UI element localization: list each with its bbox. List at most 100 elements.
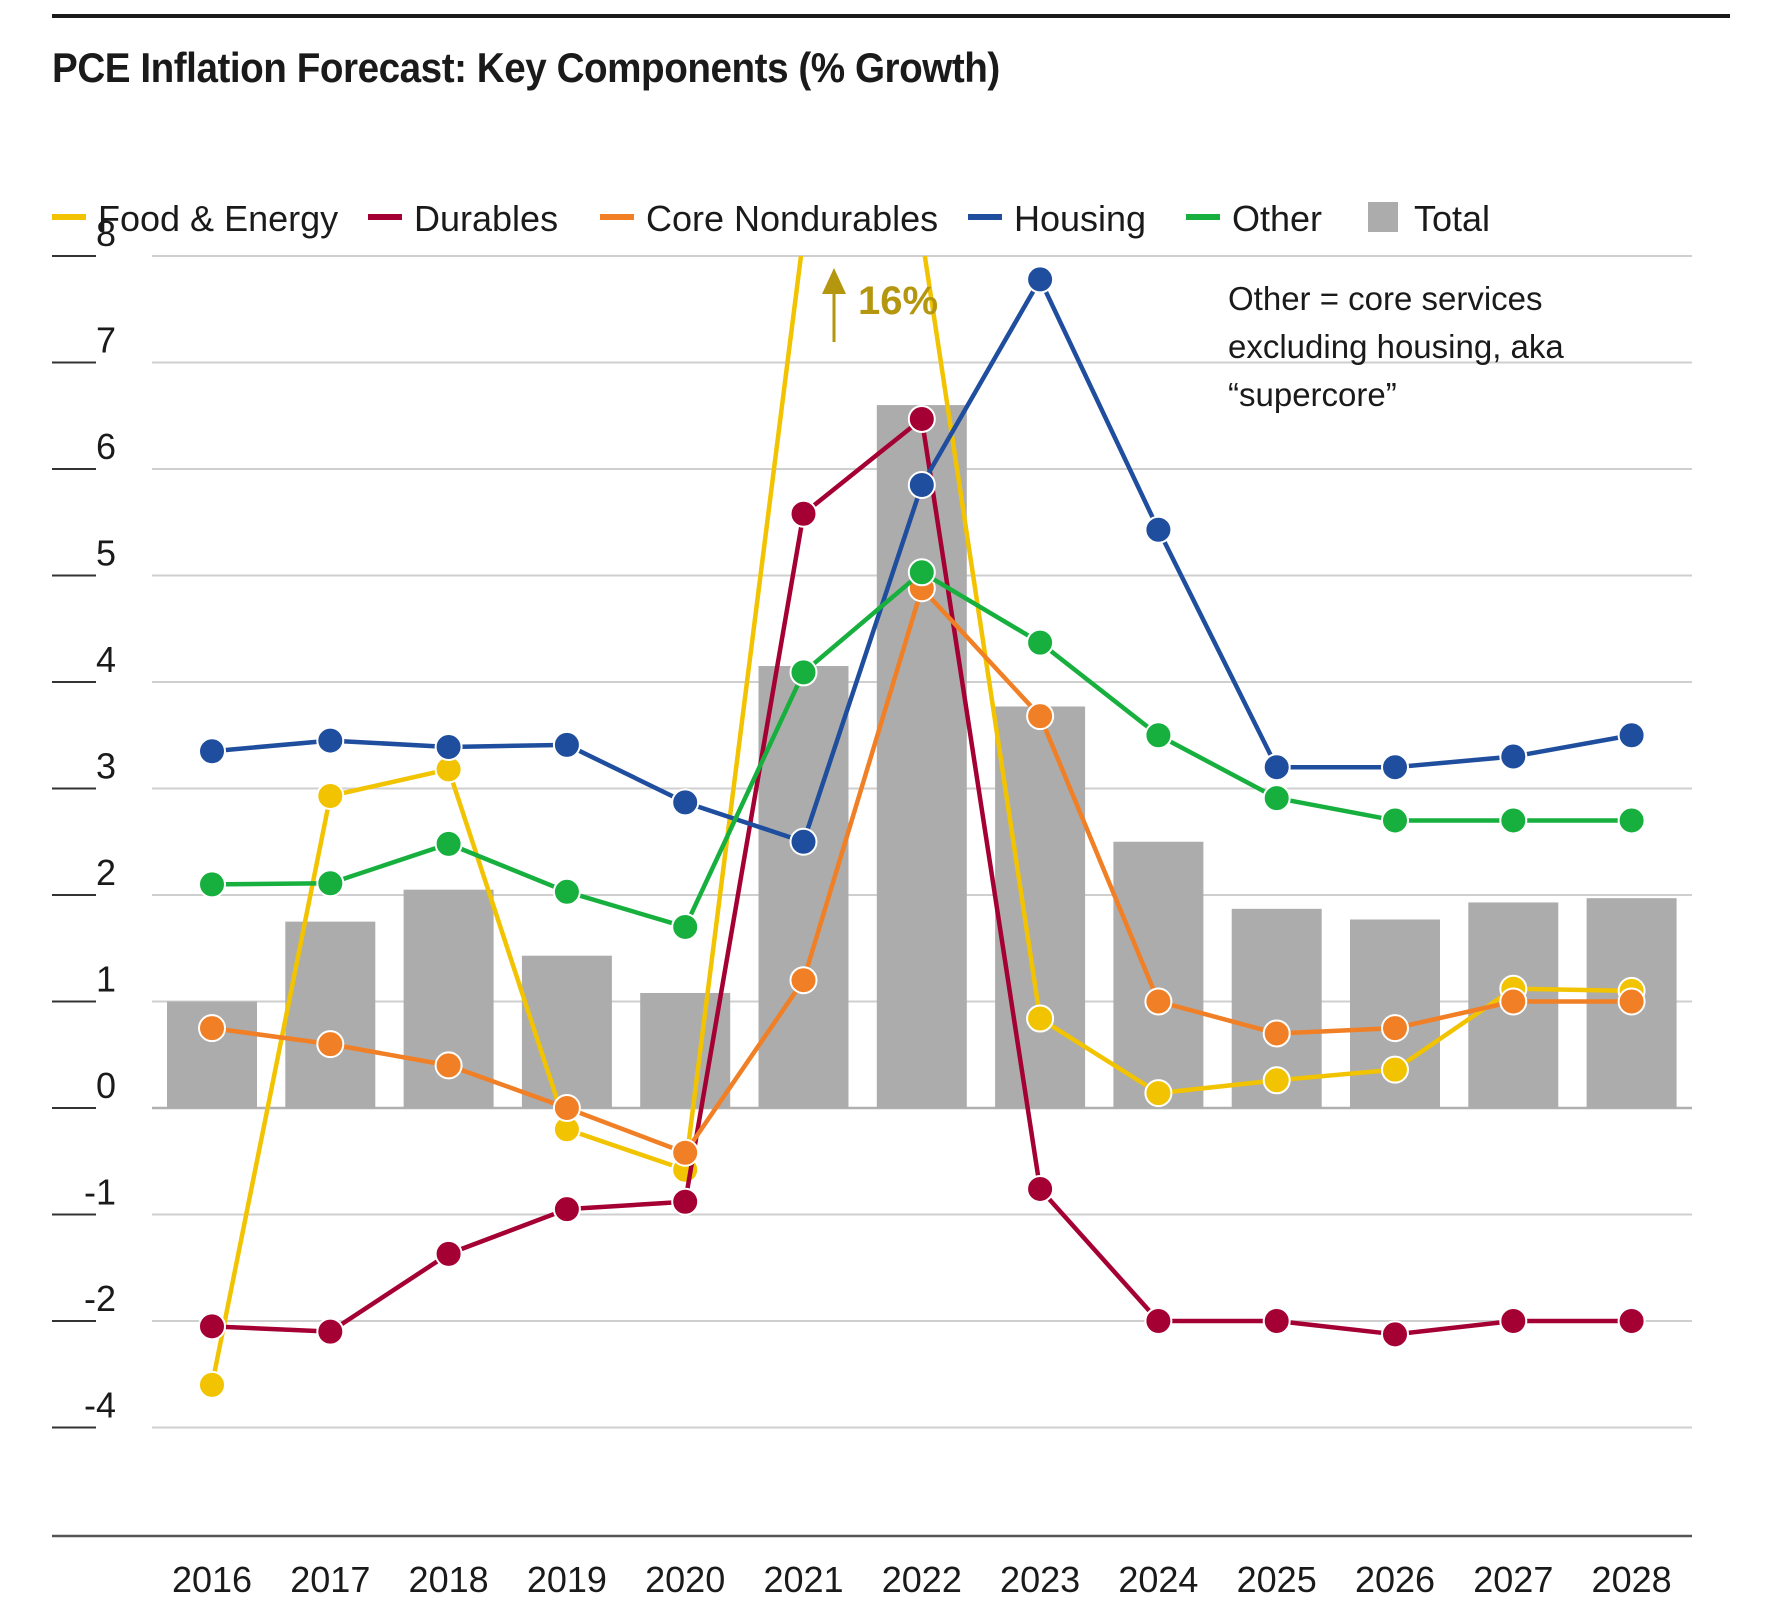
series-point <box>552 730 581 759</box>
series-point <box>1026 265 1055 294</box>
x-tick-label: 2016 <box>172 1559 252 1600</box>
series-point <box>907 404 936 433</box>
x-tick-label: 2022 <box>882 1559 962 1600</box>
series-point <box>1381 753 1409 782</box>
series-point <box>1026 1004 1055 1033</box>
y-tick-label: 6 <box>96 426 116 467</box>
y-tick-label: -4 <box>84 1385 116 1426</box>
series-point <box>671 788 700 817</box>
series-point <box>1617 987 1646 1016</box>
y-axis: 8 7 6 5 4 3 2 1 0 -1 -2 -4 <box>52 213 116 1429</box>
series-point <box>316 1317 345 1346</box>
series-point <box>1026 702 1055 731</box>
x-axis: 2016 2017 2018 2019 2020 2021 2022 2023 2024 2025… <box>52 1534 1692 1600</box>
series-point <box>1617 1307 1646 1335</box>
series-point <box>907 558 936 587</box>
series-point <box>1381 1014 1409 1043</box>
series-point <box>671 1187 700 1216</box>
series-point <box>434 1051 463 1080</box>
series-point <box>1262 1066 1291 1095</box>
series-point <box>1262 753 1291 782</box>
total-bar <box>758 666 849 1108</box>
series-point <box>316 1030 345 1059</box>
series-point <box>1262 784 1291 813</box>
note-line-2: excluding housing, aka <box>1228 328 1564 365</box>
series-point <box>671 912 700 941</box>
y-tick-label: 1 <box>96 959 116 1000</box>
x-tick-label: 2019 <box>527 1559 607 1600</box>
legend-label: Housing <box>1014 198 1146 239</box>
series-point <box>198 1014 226 1043</box>
series-point <box>1262 1307 1291 1335</box>
annotations: 16% Other = core services excluding hous… <box>822 268 1564 413</box>
series-point <box>552 877 581 906</box>
series-point <box>1499 1307 1528 1335</box>
total-bars <box>167 405 1677 1109</box>
x-tick-label: 2027 <box>1473 1559 1553 1600</box>
series-point <box>907 470 936 499</box>
series-point <box>1617 721 1646 750</box>
series-point <box>198 737 226 766</box>
series-point <box>789 966 818 995</box>
x-tick-label: 2018 <box>409 1559 489 1600</box>
note-line-3: “supercore” <box>1228 376 1397 413</box>
series-point <box>789 499 818 528</box>
series-point <box>1381 806 1409 835</box>
series-point <box>198 1370 226 1399</box>
y-tick-label: 2 <box>96 852 116 893</box>
series-point <box>1381 1320 1409 1349</box>
series-point <box>1144 987 1173 1016</box>
legend-label: Core Nondurables <box>646 198 938 239</box>
y-tick-label: -2 <box>84 1278 116 1319</box>
series-point <box>552 1195 581 1224</box>
series-point <box>1026 1174 1055 1203</box>
note-line-1: Other = core services <box>1228 280 1543 317</box>
series-point <box>1262 1019 1291 1048</box>
y-tick-label: 3 <box>96 746 116 787</box>
x-tick-label: 2017 <box>290 1559 370 1600</box>
x-tick-label: 2028 <box>1592 1559 1672 1600</box>
series-point <box>789 658 818 687</box>
chart-title: PCE Inflation Forecast: Key Components (… <box>52 44 1000 91</box>
series-point <box>1144 515 1173 544</box>
series-point <box>1144 1079 1173 1108</box>
series-point <box>316 726 345 755</box>
series-point <box>1499 806 1528 835</box>
series-point <box>434 829 463 858</box>
series-point <box>434 732 463 761</box>
top-rule <box>52 14 1730 18</box>
legend: Food & Energy Durables Core Nondurables Hou… <box>52 198 1490 239</box>
series-point <box>198 870 226 899</box>
series-point <box>1026 628 1055 657</box>
x-tick-label: 2026 <box>1355 1559 1435 1600</box>
legend-swatch <box>1368 202 1398 232</box>
series-point <box>1144 721 1173 750</box>
series-point <box>1381 1055 1409 1084</box>
series-point <box>198 1312 226 1341</box>
y-tick-label: 4 <box>96 639 116 680</box>
series-point <box>316 781 345 810</box>
legend-label: Food & Energy <box>98 198 338 239</box>
series-point <box>1499 742 1528 771</box>
total-bar <box>876 405 967 1109</box>
x-tick-label: 2025 <box>1237 1559 1317 1600</box>
y-tick-label: 0 <box>96 1065 116 1106</box>
y-tick-label: 7 <box>96 320 116 361</box>
total-bar <box>1113 841 1204 1108</box>
series-point <box>789 827 818 856</box>
x-tick-label: 2021 <box>763 1559 843 1600</box>
series-point <box>1499 987 1528 1016</box>
total-bar <box>640 992 731 1108</box>
x-tick-label: 2024 <box>1118 1559 1198 1600</box>
series-point <box>671 1138 700 1167</box>
legend-label: Total <box>1414 198 1490 239</box>
series-point <box>1617 806 1646 835</box>
y-tick-label: 5 <box>96 533 116 574</box>
up-arrow-icon <box>822 268 846 294</box>
series-lines <box>198 256 1646 1399</box>
arrow-label: 16% <box>858 279 938 323</box>
x-tick-label: 2023 <box>1000 1559 1080 1600</box>
legend-label: Other <box>1232 198 1322 239</box>
y-tick-label: 8 <box>96 213 116 254</box>
